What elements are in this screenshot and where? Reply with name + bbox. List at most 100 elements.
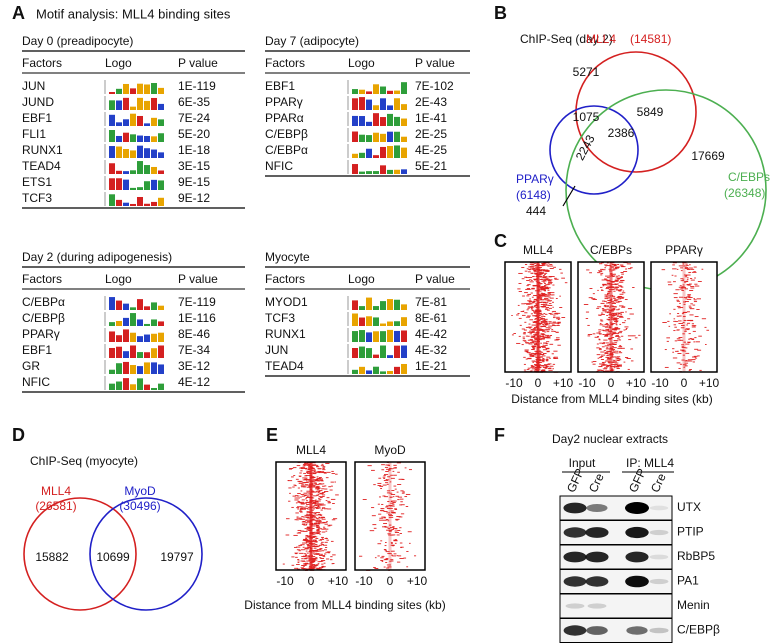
heatmap-signal <box>304 494 309 496</box>
heatmap-signal <box>389 505 393 507</box>
heatmap-signal <box>686 269 691 271</box>
heatmap-signal <box>383 475 386 477</box>
heatmap-signal <box>692 330 696 332</box>
logo-letter <box>394 366 400 374</box>
heatmap-signal <box>393 553 397 555</box>
heatmap-signal <box>532 345 537 347</box>
logo-letter <box>130 106 136 110</box>
heatmap-signal <box>531 272 534 274</box>
heatmap-signal <box>300 503 305 505</box>
heatmap-signal <box>311 561 314 563</box>
heatmap-signal <box>600 356 604 357</box>
heatmap-signal <box>397 471 400 473</box>
heatmap-signal <box>308 555 311 557</box>
heatmap-signal <box>534 364 537 365</box>
heatmap-signal <box>542 319 546 321</box>
heatmap-signal <box>538 270 543 272</box>
heatmap-signal <box>612 331 616 333</box>
heatmap-title: C/EBPs <box>590 243 632 257</box>
heatmap-signal <box>545 284 549 286</box>
heatmap-signal <box>317 480 321 482</box>
heatmap-signal <box>306 507 308 509</box>
heatmap-signal <box>528 277 533 279</box>
heatmap-signal <box>295 546 301 548</box>
heatmap-signal <box>307 492 312 494</box>
logo-letter <box>359 366 365 374</box>
heatmap-signal <box>301 495 306 497</box>
heatmap-signal <box>542 280 547 282</box>
heatmap-signal <box>528 353 532 355</box>
heatmap-signal <box>379 510 385 512</box>
heatmap-signal <box>391 543 393 544</box>
set-label: MLL4 <box>586 32 616 46</box>
heatmap-signal <box>548 305 553 306</box>
heatmap-signal <box>316 532 320 534</box>
heatmap-signal <box>325 463 330 464</box>
logo-letter <box>151 166 157 174</box>
heatmap-signal <box>306 527 311 529</box>
logo-letter <box>130 134 136 142</box>
region-count: 2243 <box>573 132 598 162</box>
heatmap-signal <box>516 342 521 344</box>
heatmap-signal <box>391 529 394 530</box>
heatmap-signal <box>529 342 535 344</box>
heatmap-signal <box>622 290 625 292</box>
heatmap-signal <box>288 468 293 470</box>
heatmap-signal <box>616 356 621 358</box>
heatmap-signal <box>319 548 323 550</box>
heatmap-signal <box>316 476 319 478</box>
heatmap-signal <box>607 319 611 321</box>
heatmap-signal <box>303 558 308 560</box>
heatmap-signal <box>677 339 682 341</box>
logo-letter <box>394 299 400 310</box>
heatmap-signal <box>306 521 312 523</box>
heatmap-signal <box>529 264 533 266</box>
logo-letter <box>394 98 400 110</box>
axis-label: Distance from MLL4 binding sites (kb) <box>244 598 445 612</box>
heatmap-signal <box>401 478 404 480</box>
heatmap-signal <box>394 467 397 469</box>
heatmap-signal <box>323 528 326 530</box>
heatmap-signal <box>621 306 626 308</box>
logo-letter <box>366 121 372 126</box>
heatmap-signal <box>674 275 677 277</box>
heatmap-signal <box>542 289 546 291</box>
blot-band <box>563 527 587 538</box>
logo-letter <box>366 135 372 142</box>
heatmap-signal <box>684 276 688 278</box>
heatmap-signal <box>678 296 684 298</box>
heatmap-signal <box>697 349 702 351</box>
heatmap-signal <box>686 284 690 285</box>
heatmap-signal <box>600 312 604 314</box>
heatmap-signal <box>680 267 684 269</box>
heatmap-signal <box>601 308 605 310</box>
heatmap-signal <box>305 516 309 518</box>
heatmap-signal <box>613 297 616 299</box>
heatmap-signal <box>525 288 527 290</box>
heatmap-signal <box>321 536 324 538</box>
logo-letter <box>359 317 365 326</box>
logo-letter <box>123 202 129 206</box>
heatmap-signal <box>305 555 310 557</box>
heatmap-signal <box>531 305 534 307</box>
heatmap-signal <box>302 546 305 548</box>
heatmap-signal <box>546 304 549 306</box>
heatmap-signal <box>691 356 697 358</box>
heatmap-signal <box>611 275 616 277</box>
heatmap-signal <box>688 333 691 335</box>
heatmap-signal <box>521 344 524 346</box>
logo-letter <box>366 348 372 358</box>
heatmap-signal <box>620 272 624 273</box>
motif-logo <box>347 128 407 142</box>
heatmap-signal <box>613 332 618 334</box>
heatmap-signal <box>314 540 317 542</box>
heatmap-signal <box>542 325 546 327</box>
heatmap-signal <box>527 284 531 286</box>
heatmap-signal <box>306 472 311 474</box>
factor: C/EBPβ <box>22 311 65 325</box>
heatmap-signal <box>602 310 607 312</box>
heatmap-signal <box>679 288 683 290</box>
heatmap-signal <box>295 553 298 555</box>
heatmap-signal <box>319 479 324 481</box>
heatmap-signal <box>301 508 306 510</box>
